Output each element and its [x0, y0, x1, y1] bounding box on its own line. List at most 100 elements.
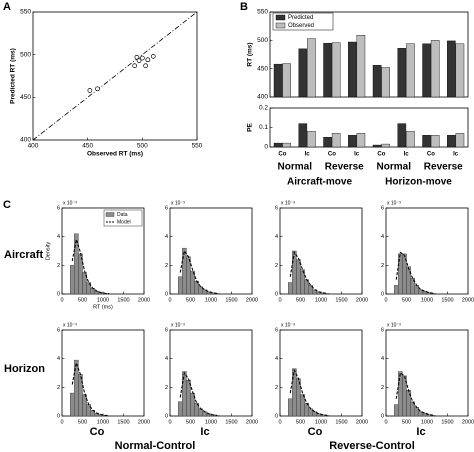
axis-multiplier: x 10⁻³ — [63, 200, 77, 206]
bar — [447, 135, 456, 148]
x-tick-label: 1000 — [315, 297, 327, 303]
y-tick-label: 0 — [165, 291, 168, 297]
histogram-bar — [214, 415, 220, 417]
supergroup-label: Horizon-move — [385, 177, 452, 188]
x-tick-label: 0 — [384, 297, 387, 303]
bar — [298, 48, 308, 98]
scatter-point — [95, 86, 100, 92]
bar — [331, 42, 341, 98]
category-label: Ic — [305, 152, 311, 158]
y-tick-label: 0 — [165, 413, 168, 419]
y-axis-label: PE — [247, 123, 254, 132]
y-tick-label: 450 — [257, 65, 268, 72]
bar — [381, 67, 390, 98]
column-label: Co — [90, 426, 105, 438]
legend-box — [272, 12, 334, 31]
x-tick-label: 1500 — [335, 419, 347, 425]
column-label: Ic — [200, 426, 209, 438]
y-tick-label: 0 — [275, 291, 278, 297]
y-tick-label: 0 — [381, 291, 384, 297]
y-tick-label: 500 — [257, 37, 268, 44]
histogram-bar — [398, 371, 403, 417]
y-tick-label: 4 — [165, 356, 168, 362]
y-tick-label: 0.1 — [259, 124, 268, 131]
y-axis-label: RT (ms) — [247, 42, 254, 66]
bar — [406, 43, 415, 98]
x-tick-label: 1500 — [117, 419, 129, 425]
y-tick-label: 6 — [57, 327, 60, 333]
y-axis-label: Density — [45, 242, 51, 261]
y-tick-label: 6 — [275, 327, 278, 333]
histogram-bar — [304, 279, 309, 295]
plot-frame — [269, 11, 469, 98]
bar — [406, 131, 415, 148]
y-tick-label: 2 — [381, 385, 384, 391]
x-tick-label: 0 — [60, 297, 63, 303]
x-tick-label: 550 — [192, 143, 203, 150]
y-tick-label: 550 — [20, 9, 31, 16]
y-tick-label: 6 — [381, 327, 384, 333]
y-tick-label: 6 — [165, 205, 168, 211]
histogram-bar — [82, 394, 87, 417]
legend-swatch — [105, 212, 115, 217]
bar — [397, 123, 407, 148]
histogram-bar — [177, 276, 183, 295]
bar — [381, 143, 390, 148]
y-tick-label: 4 — [165, 234, 168, 240]
y-tick-label: 4 — [381, 234, 384, 240]
bar — [298, 123, 308, 148]
x-tick-label: 0 — [168, 419, 171, 425]
y-tick-label: 0 — [264, 144, 268, 151]
x-tick-label: 1000 — [421, 297, 433, 303]
axis-multiplier: x 10⁻³ — [171, 322, 185, 328]
scatter-point — [136, 58, 142, 63]
y-tick-label: 0 — [381, 413, 384, 419]
model-curve — [71, 239, 110, 295]
x-tick-label: 500 — [78, 297, 87, 303]
x-tick-label: 2000 — [138, 419, 150, 425]
bar — [430, 135, 440, 148]
axis-multiplier: x 10⁻³ — [387, 200, 401, 206]
x-tick-label: 0 — [168, 297, 171, 303]
histogram-bar — [78, 374, 83, 417]
histogram-bar — [288, 398, 293, 417]
legend-label: Model — [117, 219, 131, 225]
histogram-bar — [308, 408, 314, 417]
category-label: Co — [377, 152, 385, 158]
x-tick-label: 500 — [186, 419, 195, 425]
histogram-bar — [194, 280, 199, 295]
y-tick-label: 4 — [57, 356, 60, 362]
bar — [372, 144, 382, 148]
bar — [307, 131, 316, 148]
bar — [273, 63, 283, 98]
plot-frame — [32, 11, 198, 141]
x-tick-label: 500 — [78, 419, 87, 425]
scatter-point — [132, 63, 138, 69]
x-axis-label: Observed RT (ms) — [87, 151, 143, 158]
x-tick-label: 1000 — [421, 419, 433, 425]
x-tick-label: 1000 — [97, 297, 109, 303]
category-label: Co — [427, 152, 435, 158]
y-tick-label: 2 — [165, 263, 168, 269]
bar — [323, 42, 332, 98]
x-tick-label: 500 — [402, 297, 411, 303]
y-tick-label: 2 — [381, 263, 384, 269]
y-tick-label: 400 — [257, 94, 268, 101]
histogram-bar — [214, 293, 220, 295]
scatter-point — [143, 63, 148, 69]
row-label: Horizon — [4, 363, 45, 375]
x-tick-label: 1500 — [335, 297, 347, 303]
legend-swatch — [275, 14, 286, 21]
histogram-bar — [430, 415, 436, 417]
x-tick-label: 2000 — [462, 297, 474, 303]
y-tick-label: 4 — [57, 234, 60, 240]
group-label: Reverse-Control — [329, 440, 415, 452]
y-tick-label: 4 — [275, 356, 278, 362]
y-tick-label: 4 — [381, 356, 384, 362]
bar — [455, 133, 465, 148]
y-tick-label: 2 — [57, 385, 60, 391]
x-tick-label: 0 — [384, 419, 387, 425]
bar — [356, 35, 366, 98]
x-tick-label: 500 — [296, 419, 305, 425]
y-tick-label: 2 — [275, 263, 278, 269]
